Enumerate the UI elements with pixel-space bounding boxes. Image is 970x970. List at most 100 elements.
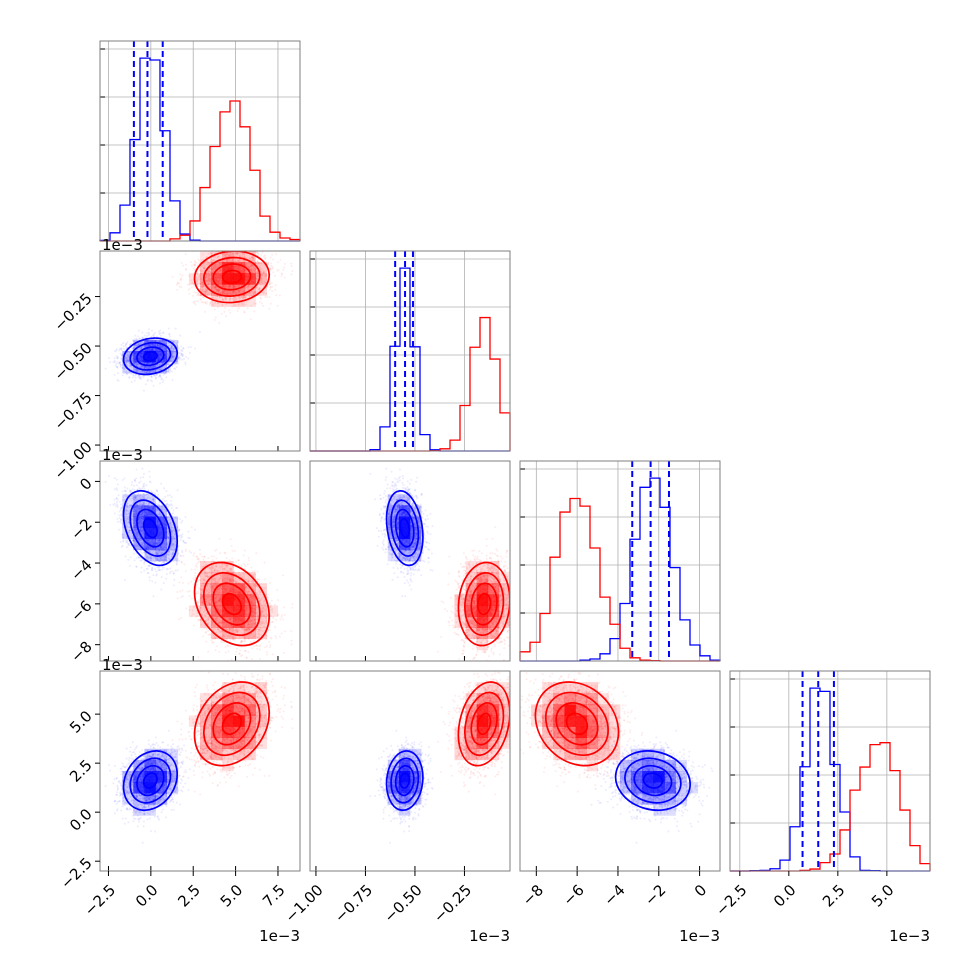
y-offset-label: 1e−3	[102, 236, 143, 254]
contour-line	[136, 508, 165, 548]
y-tick-label: −0.25	[50, 289, 95, 334]
x-tick-label: −1.00	[281, 881, 326, 926]
contours-1	[193, 681, 271, 767]
contour-line	[212, 702, 252, 746]
contour-line	[394, 508, 415, 548]
contour-line	[476, 712, 492, 736]
contour-line	[385, 490, 424, 567]
y-tick-label: 2.5	[66, 756, 96, 786]
contour-line	[129, 499, 172, 557]
x-tick-label: −8	[519, 881, 547, 909]
contours-0	[122, 337, 179, 376]
x-tick-label: −2.5	[712, 881, 750, 919]
x-tick-label: −0.50	[380, 881, 425, 926]
y-tick-label: −8	[67, 638, 95, 666]
contours-1	[457, 681, 510, 767]
contours-0	[122, 750, 179, 812]
contour-line	[212, 263, 252, 291]
contour-line	[470, 582, 498, 626]
contour-line	[129, 341, 172, 371]
contour-line	[221, 592, 243, 616]
x-tick-label: 2.5	[819, 881, 849, 911]
panel-0-0	[99, 40, 301, 242]
contour-line	[385, 750, 424, 812]
y-tick-label: −6	[67, 597, 95, 625]
panel-3-1	[309, 670, 511, 872]
contours-0	[614, 750, 691, 812]
contour-line	[476, 592, 492, 616]
x-tick-label: 5.0	[217, 881, 247, 911]
panel-2-2	[519, 460, 721, 662]
x-tick-label: −0.75	[331, 881, 376, 926]
x-offset-label: 1e−3	[469, 927, 510, 945]
contours-0	[122, 490, 179, 567]
panel-3-0	[99, 670, 301, 872]
x-tick-label: 2.5	[174, 881, 204, 911]
y-tick-label: 5.0	[66, 707, 96, 737]
contour-line	[122, 490, 179, 567]
x-tick-label: 0.0	[770, 881, 800, 911]
contour-line	[212, 582, 252, 626]
x-tick-label: 7.5	[259, 881, 289, 911]
x-tick-label: −4	[600, 881, 628, 909]
panel-frame	[309, 670, 511, 872]
panel-1-1	[309, 250, 511, 452]
panel-frame	[309, 460, 511, 662]
contour-line	[193, 561, 271, 647]
x-offset-label: 1e−3	[889, 927, 930, 945]
x-tick-label: 0.0	[132, 881, 162, 911]
contour-line	[399, 517, 411, 539]
contour-line	[614, 750, 691, 812]
panel-frame	[99, 40, 301, 242]
panel-frame	[519, 670, 721, 872]
contour-line	[555, 702, 599, 746]
y-tick-label: −0.75	[50, 388, 95, 433]
y-tick-label: −2.5	[57, 854, 95, 892]
contour-line	[193, 681, 271, 767]
x-tick-label: −2	[641, 881, 669, 909]
panel-2-1	[309, 460, 511, 662]
contour-line	[399, 772, 411, 789]
panel-frame	[99, 670, 301, 872]
contour-line	[390, 499, 420, 557]
contour-line	[221, 712, 243, 736]
contour-line	[470, 702, 498, 746]
contours-1	[534, 681, 620, 767]
contour-line	[633, 764, 673, 797]
x-offset-label: 1e−3	[259, 927, 300, 945]
contour-line	[203, 691, 261, 757]
contour-line	[565, 712, 589, 736]
contour-line	[464, 572, 505, 637]
contour-line	[203, 256, 261, 297]
panel-3-3	[729, 670, 931, 872]
contour-line	[534, 681, 620, 767]
x-tick-label: 0	[691, 881, 710, 900]
panel-2-0	[99, 460, 301, 662]
contours-0	[385, 490, 424, 567]
y-tick-label: −2	[67, 515, 95, 543]
contour-line	[122, 750, 179, 812]
x-tick-label: −6	[560, 881, 588, 909]
y-tick-label: −1.00	[50, 438, 95, 483]
contour-line	[642, 772, 664, 789]
contour-line	[390, 757, 420, 804]
panel-frame	[729, 670, 931, 872]
contours-0	[385, 750, 424, 812]
contours-1	[193, 561, 271, 647]
contour-line	[544, 691, 609, 757]
contour-line	[457, 681, 510, 767]
x-tick-label: 5.0	[868, 881, 898, 911]
y-tick-label: −4	[67, 556, 95, 584]
contour-line	[129, 757, 172, 804]
panel-frame	[99, 460, 301, 662]
contour-line	[394, 764, 415, 797]
contour-line	[122, 337, 179, 376]
contour-line	[464, 691, 505, 757]
y-tick-label: 0.0	[66, 805, 96, 835]
y-tick-label: −0.50	[50, 339, 95, 384]
panel-1-0	[99, 250, 301, 452]
panel-frame	[99, 250, 301, 452]
panel-frame	[519, 460, 721, 662]
panel-frame	[309, 250, 511, 452]
